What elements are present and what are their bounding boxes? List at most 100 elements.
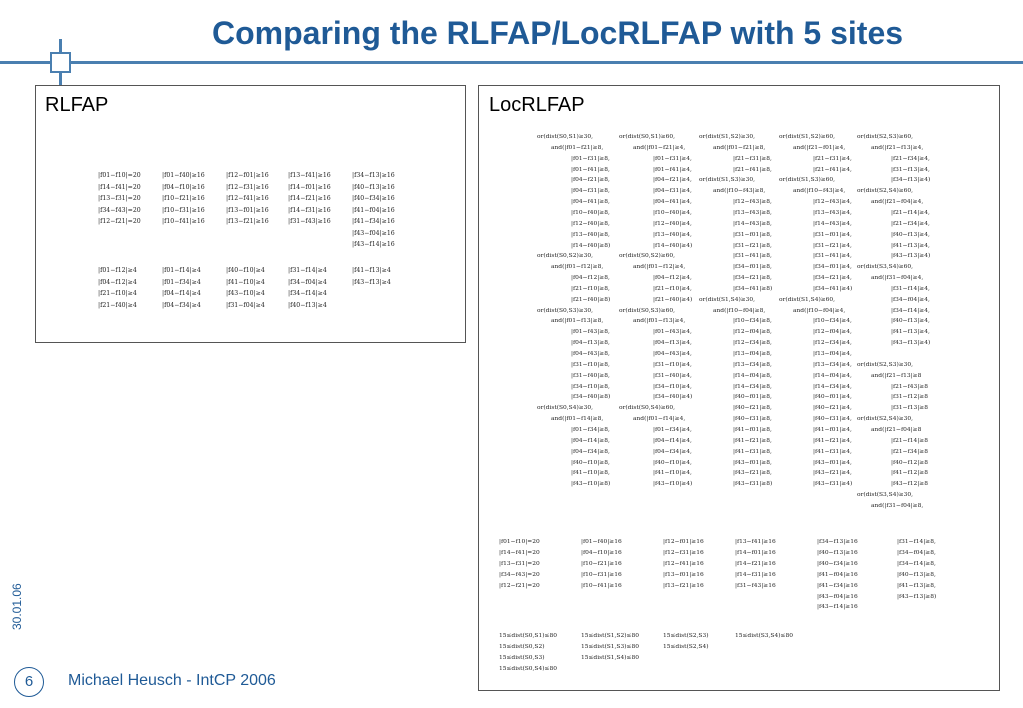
formula-cell: |f43−f14|≥16	[352, 241, 395, 248]
formula-cell: |f10−f41|≥16	[162, 218, 205, 225]
formula-cell: |f31−f13|≥4,	[891, 166, 930, 173]
formula-cell: and(|f10−f43|≥8,	[713, 188, 766, 195]
formula-cell: |f31−f41|≥8,	[733, 253, 772, 260]
formula-cell: |f34−f01|≥4,	[813, 264, 852, 271]
formula-cell: |f10−f41|≥16	[581, 582, 622, 589]
formula-cell: |f43−f04|≥16	[352, 229, 395, 237]
formula-cell: or(dist(S0,S4)≥60,	[619, 405, 676, 412]
formula-cell: |f41−f01|≥8,	[733, 426, 772, 433]
formula-cell: |f04−f31|≥4,	[653, 188, 692, 195]
formula-cell: |f14−f31|≥16	[735, 571, 776, 578]
formula-cell: 15≤dist(S0,S1)≤80	[499, 633, 557, 639]
formula-cell: |f14−f01|≥16	[735, 549, 776, 556]
formula-cell: |f34−f40|≥4)	[653, 394, 693, 401]
formula-cell: |f10−f40|≥8,	[571, 209, 610, 216]
formula-cell: |f41−f21|≥4,	[813, 437, 852, 444]
formula-cell: 15≤dist(S1,S3)≤80	[581, 643, 639, 650]
formula-cell: |f12−f34|≥8,	[733, 340, 772, 347]
formula-cell: or(dist(S2,S4)≥30,	[857, 416, 914, 423]
formula-cell: |f31−f01|≥4,	[813, 231, 852, 238]
formula-cell: |f43−f14|≥16	[817, 604, 858, 611]
page-number: 6	[14, 667, 44, 697]
formula-cell: |f34−f43|=20	[499, 571, 540, 578]
formula-cell: |f34−f40|≥8)	[571, 394, 611, 401]
formula-cell: |f40−f21|≥8,	[733, 405, 772, 412]
formula-cell: |f34−f41|≥8)	[733, 285, 773, 292]
header-rule	[0, 61, 1023, 64]
formula-cell: 15≤dist(S1,S4)≤80	[581, 654, 639, 661]
formula-cell: |f21−f41|≥4,	[813, 166, 852, 173]
formula-cell: |f40−f13|≥16	[352, 183, 395, 191]
formula-cell: |f12−f01|≥16	[663, 539, 704, 545]
formula-cell: |f14−f43|≥8,	[733, 220, 772, 227]
formula-cell: |f12−f01|≥16	[226, 172, 269, 179]
formula-cell: |f14−f43|≥4,	[813, 220, 852, 227]
formula-cell: |f12−f04|≥4,	[813, 329, 852, 336]
formula-cell: |f40−f10|≥4,	[653, 459, 692, 466]
formula-cell: |f21−f34|≥8	[891, 448, 928, 455]
formula-cell: or(dist(S1,S2)≥30,	[699, 134, 756, 140]
formula-cell: |f31−f04|≥4	[226, 301, 265, 309]
formula-cell: |f31−f10|≥4,	[653, 361, 692, 368]
formula-cell: and(|f31−f04|≥8,	[871, 502, 924, 509]
formula-cell: |f31−f13|≥8	[891, 405, 928, 412]
formula-cell: |f21−f31|≥8,	[733, 155, 772, 162]
formula-cell: or(dist(S0,S1)≥30,	[537, 134, 594, 140]
formula-cell: or(dist(S2,S3)≥60,	[857, 134, 914, 140]
formula-cell: and(|f01−f21|≥8,	[551, 144, 604, 151]
formula-cell: and(|f10−f43|≥4,	[793, 188, 846, 195]
formula-cell: |f43−f13|≥4)	[891, 253, 931, 260]
slide-title: Comparing the RLFAP/LocRLFAP with 5 site…	[212, 15, 904, 51]
formula-cell: |f04−f21|≥8,	[571, 177, 610, 184]
formula-cell: |f04−f10|≥16	[162, 183, 205, 191]
formula-cell: |f41−f04|≥16	[817, 571, 858, 578]
formula-cell: |f41−f31|≥4,	[813, 448, 852, 455]
formula-cell: |f40−f31|≥4,	[813, 416, 852, 423]
formula-cell: |f04−f31|≥8,	[571, 188, 610, 195]
formula-cell: |f04−f14|≥4,	[653, 437, 692, 444]
formula-cell: |f43−f10|≥8)	[571, 481, 611, 488]
formula-cell: and(|f31−f04|≥4,	[871, 275, 924, 282]
formula-cell: |f21−f10|≥4	[98, 290, 137, 298]
formula-cell: |f41−f31|≥8,	[733, 448, 772, 455]
formula-cell: |f14−f41|=20	[98, 183, 141, 191]
formula-cell: |f01−f43|≥8,	[571, 329, 610, 336]
formula-cell: |f04−f14|≥4	[162, 290, 201, 298]
formula-cell: |f41−f10|≥4	[226, 278, 265, 286]
formula-cell: 15≤dist(S3,S4)≤80	[735, 633, 793, 639]
formula-cell: |f13−f40|≥8,	[571, 231, 610, 238]
formula-cell: or(dist(S1,S3)≥30,	[699, 177, 756, 184]
formula-cell: |f04−f34|≥8,	[571, 448, 610, 455]
formula-cell: |f12−f04|≥8,	[733, 329, 772, 336]
formula-cell: |f12−f43|≥8,	[733, 199, 772, 206]
formula-cell: |f40−f13|≥4,	[891, 231, 930, 238]
formula-cell: |f12−f31|≥16	[226, 183, 269, 191]
formula-cell: |f01−f41|≥8,	[571, 166, 610, 173]
formula-cell: |f34−f04|≥8,	[897, 549, 936, 556]
formula-cell: 15≤dist(S0,S4)≤80	[499, 665, 557, 672]
formula-cell: |f10−f31|≥16	[581, 571, 622, 578]
formula-cell: |f14−f34|≥4,	[813, 383, 852, 390]
formula-cell: |f34−f04|≥4	[288, 278, 327, 286]
formula-cell: |f41−f13|≥4,	[891, 329, 930, 336]
formula-cell: |f34−f13|≥16	[352, 172, 395, 179]
header-cross-box	[50, 52, 71, 73]
formula-cell: |f43−f12|≥8	[891, 481, 928, 488]
formula-cell: or(dist(S1,S4)≥60,	[779, 296, 836, 303]
formula-cell: |f43−f13|≥4)	[891, 340, 931, 347]
formula-cell: |f21−f10|≥8,	[571, 285, 610, 292]
formula-cell: and(|f01−f13|≥4,	[633, 318, 686, 325]
formula-cell: |f41−f10|≥8,	[571, 470, 610, 477]
formula-cell: |f40−f10|≥8,	[571, 459, 610, 466]
formula-cell: |f14−f21|≥16	[288, 195, 331, 202]
rlfap-label: RLFAP	[45, 94, 109, 116]
formula-cell: or(dist(S1,S4)≥30,	[699, 296, 756, 303]
formula-cell: |f43−f13|≥4	[352, 278, 391, 286]
formula-cell: |f14−f40|≥4)	[653, 242, 693, 249]
formula-cell: 15≤dist(S0,S2)	[499, 643, 545, 650]
formula-cell: or(dist(S0,S2)≥60,	[619, 253, 676, 260]
formula-cell: |f43−f10|≥4	[226, 290, 265, 298]
formula-cell: |f43−f31|≥4)	[813, 481, 853, 488]
formula-cell: |f34−f13|≥16	[817, 539, 858, 545]
formula-cell: |f41−f13|≥4,	[891, 242, 930, 249]
